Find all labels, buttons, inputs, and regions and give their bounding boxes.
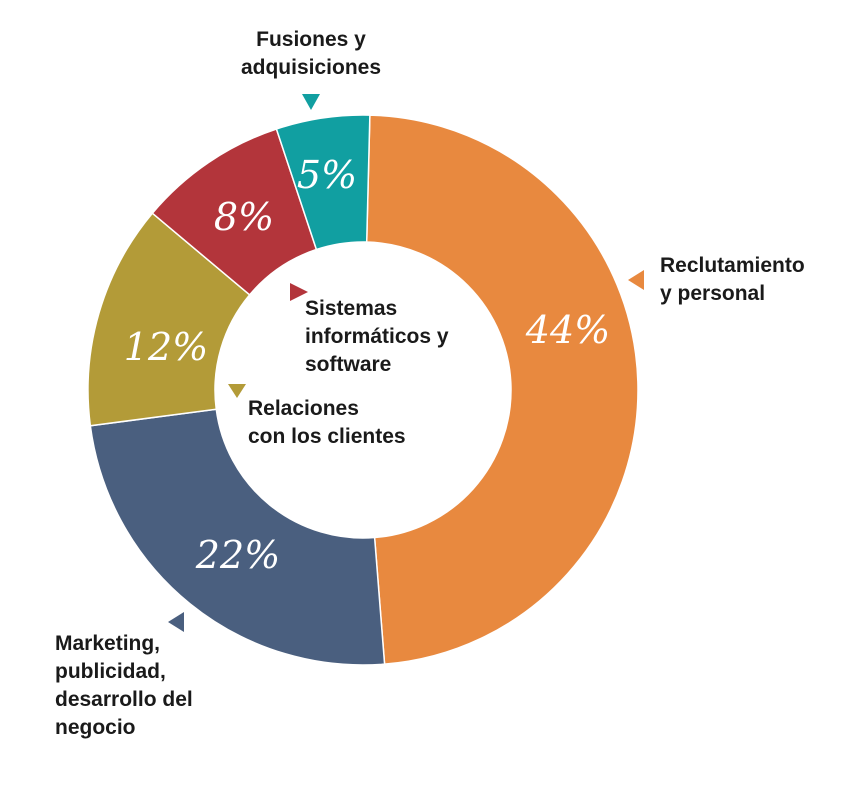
donut-slice bbox=[365, 114, 639, 665]
category-label-line: y personal bbox=[660, 282, 765, 305]
category-label: Fusiones y adquisiciones bbox=[241, 28, 381, 79]
category-label-line: Sistemas bbox=[305, 297, 397, 320]
category-label-line: Marketing, bbox=[55, 632, 160, 655]
category-label-line: con los clientes bbox=[248, 425, 406, 448]
category-label-line: Reclutamiento bbox=[660, 254, 805, 277]
category-label-line: software bbox=[305, 353, 391, 376]
label-marker bbox=[168, 612, 184, 632]
category-label: Sistemas informáticos y software bbox=[305, 297, 449, 376]
label-marker bbox=[228, 384, 246, 398]
category-label-line: Fusiones y bbox=[256, 28, 366, 51]
category-label-line: publicidad, bbox=[55, 660, 166, 683]
category-label-line: informáticos y bbox=[305, 325, 449, 348]
value-label: 22% bbox=[195, 533, 280, 577]
category-label-line: Relaciones bbox=[248, 397, 359, 420]
label-marker bbox=[628, 270, 644, 290]
donut-slice bbox=[275, 114, 371, 251]
value-label: 44% bbox=[525, 308, 610, 352]
category-label: Marketing, publicidad, desarrollo del negoc… bbox=[55, 632, 193, 739]
label-marker bbox=[290, 283, 308, 301]
label-marker bbox=[302, 94, 320, 110]
donut-slice bbox=[89, 408, 386, 666]
value-label: 8% bbox=[214, 195, 274, 239]
value-label: 5% bbox=[297, 153, 357, 197]
category-label: Reclutamiento y personal bbox=[660, 254, 805, 305]
category-label-line: adquisiciones bbox=[241, 56, 381, 79]
category-label: Relaciones con los clientes bbox=[248, 397, 406, 448]
category-label-line: negocio bbox=[55, 716, 136, 739]
category-label-line: desarrollo del bbox=[55, 688, 193, 711]
value-label: 12% bbox=[124, 325, 208, 369]
